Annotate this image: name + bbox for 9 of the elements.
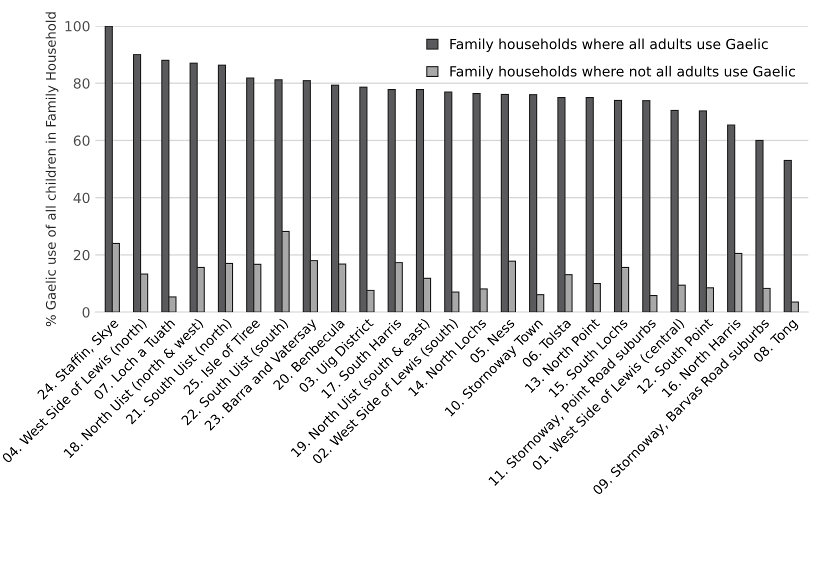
y-tick-label: 40 xyxy=(73,192,90,204)
y-axis-title: % Gaelic use of all children in Family Household xyxy=(46,12,58,326)
y-tick-label: 80 xyxy=(74,78,90,89)
y-tick-label: 100 xyxy=(65,20,90,32)
legend-label: Family households where not all adults use Gaelic xyxy=(450,66,795,80)
y-tick-label: 60 xyxy=(74,135,90,146)
legend-label: Family households where all adults use Gaelic xyxy=(450,38,768,52)
y-tick-label: 0 xyxy=(82,307,90,318)
y-tick-label: 20 xyxy=(74,250,90,260)
